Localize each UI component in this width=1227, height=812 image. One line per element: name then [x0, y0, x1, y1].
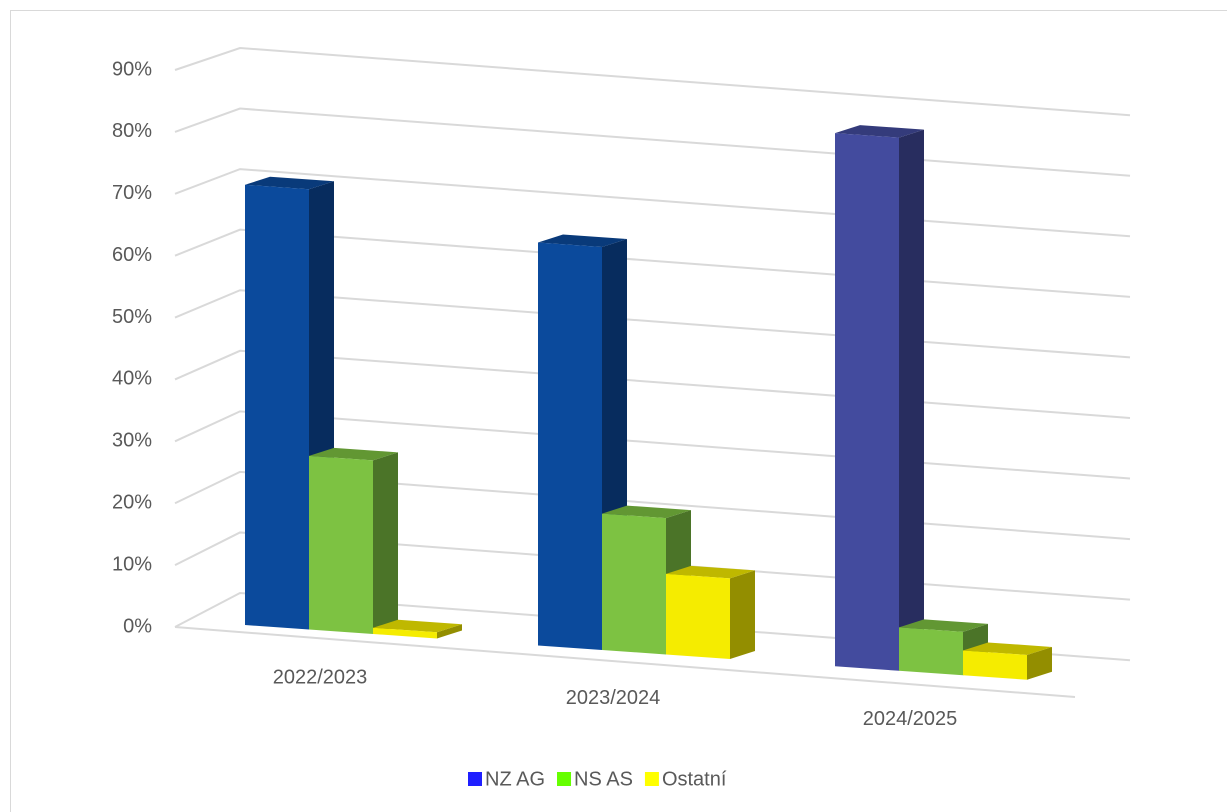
bar-top [309, 447, 398, 461]
bar [245, 184, 309, 630]
legend-label: Ostatní [662, 768, 727, 790]
bar-side [437, 624, 462, 639]
y-tick-label: 30% [112, 430, 152, 452]
bar-top [373, 619, 462, 633]
bar [373, 627, 437, 639]
y-tick-label: 40% [112, 368, 152, 390]
y-tick-label: 50% [112, 306, 152, 328]
y-tick-label: 0% [123, 615, 152, 637]
y-tick-label: 70% [112, 182, 152, 204]
bar-top [899, 619, 988, 632]
y-tick-label: 60% [112, 244, 152, 266]
y-tick-label: 80% [112, 120, 152, 142]
bar [835, 133, 899, 671]
legend-label: NS AS [574, 768, 633, 790]
x-tick-label: 2022/2023 [273, 667, 368, 689]
floor-edge [174, 626, 1076, 698]
legend-label: NZ AG [485, 768, 545, 790]
bar-side [899, 129, 924, 671]
grid-line [174, 228, 1131, 298]
legend-swatch [644, 772, 659, 786]
bar-top [835, 125, 924, 138]
grid-line [174, 470, 1131, 541]
y-tick-label: 90% [112, 58, 152, 80]
bar [666, 573, 730, 659]
y-tick-label: 10% [112, 553, 152, 575]
bar-top [602, 505, 691, 519]
legend-swatch [468, 772, 482, 786]
x-tick-label: 2024/2025 [863, 708, 958, 730]
grid-line [174, 46, 1131, 117]
bar [309, 455, 373, 634]
bar [899, 627, 963, 676]
bar-top [666, 565, 755, 579]
grid-line [174, 591, 1131, 662]
y-tick-label: 20% [112, 492, 152, 514]
bar-top [245, 176, 334, 190]
grid-line [174, 531, 1131, 601]
bar-top [963, 642, 1052, 655]
bar [602, 513, 666, 655]
legend-swatch [557, 772, 572, 786]
grid-line [174, 289, 1131, 359]
bar [963, 650, 1027, 680]
grid-line [174, 107, 1131, 177]
grid-line [174, 349, 1131, 419]
bar [538, 242, 602, 650]
bar-side [730, 570, 755, 659]
bar-top [538, 234, 627, 247]
bar-side [373, 452, 398, 634]
grid-line [174, 168, 1131, 238]
bar-side [1027, 646, 1052, 680]
grid-line [174, 410, 1131, 480]
x-tick-label: 2023/2024 [566, 687, 661, 709]
